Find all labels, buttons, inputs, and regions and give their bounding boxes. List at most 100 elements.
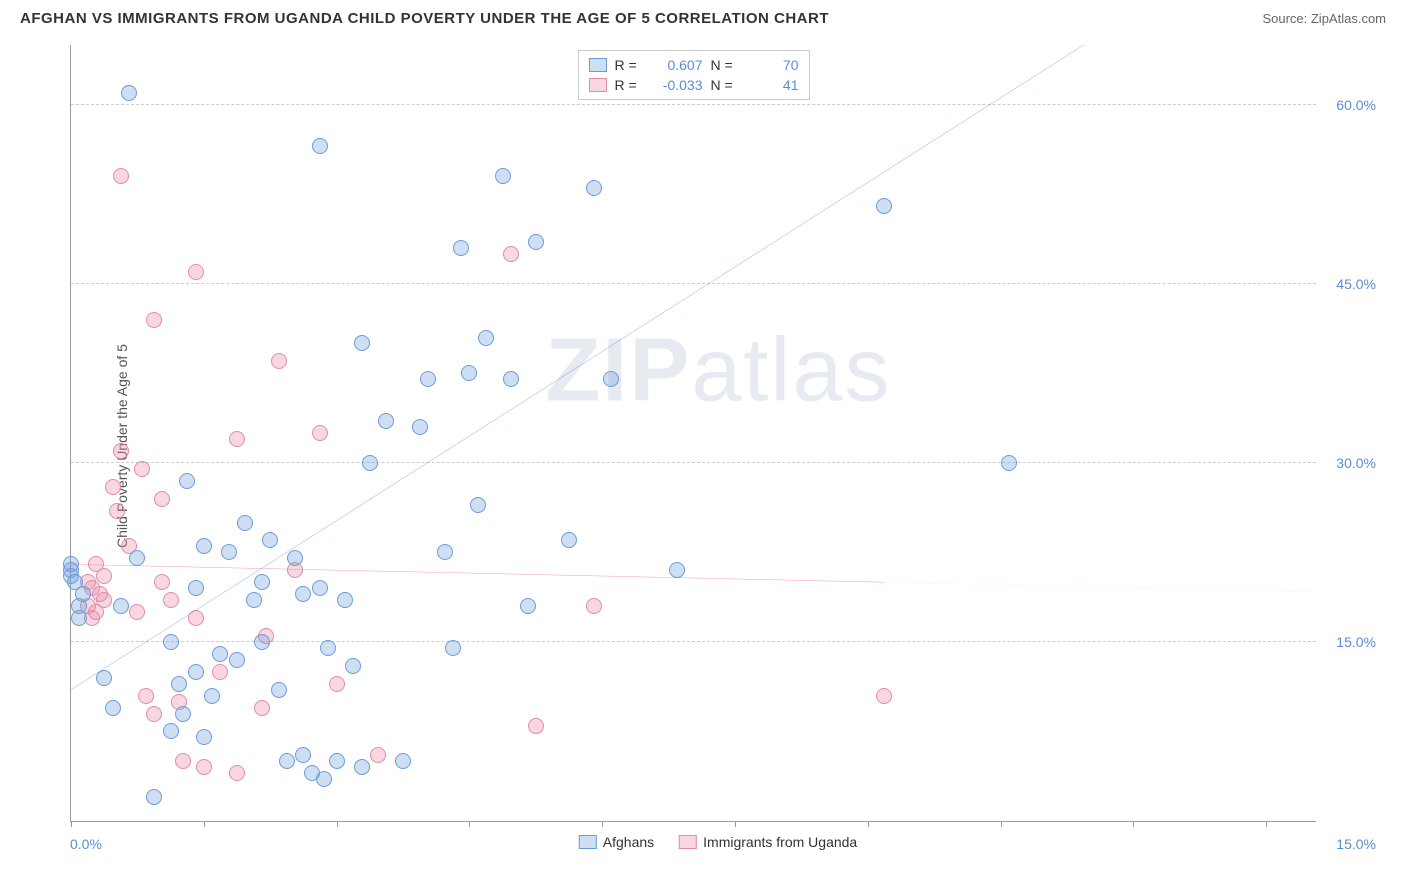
chart-title: AFGHAN VS IMMIGRANTS FROM UGANDA CHILD P…	[20, 10, 829, 27]
n-value-uganda: 41	[747, 77, 799, 93]
data-point-afghans	[171, 676, 187, 692]
gridline	[71, 104, 1316, 105]
data-point-uganda	[188, 610, 204, 626]
r-label: R =	[615, 57, 643, 73]
data-point-afghans	[312, 580, 328, 596]
chart-header: AFGHAN VS IMMIGRANTS FROM UGANDA CHILD P…	[0, 0, 1406, 32]
n-label: N =	[711, 77, 739, 93]
data-point-afghans	[246, 592, 262, 608]
data-point-afghans	[262, 532, 278, 548]
x-tick	[735, 821, 736, 827]
x-tick	[71, 821, 72, 827]
gridline	[71, 283, 1316, 284]
data-point-afghans	[271, 682, 287, 698]
data-point-uganda	[105, 479, 121, 495]
data-point-afghans	[254, 634, 270, 650]
data-point-uganda	[175, 753, 191, 769]
data-point-afghans	[495, 168, 511, 184]
data-point-afghans	[121, 85, 137, 101]
data-point-afghans	[437, 544, 453, 560]
data-point-uganda	[876, 688, 892, 704]
x-tick	[204, 821, 205, 827]
y-tick-label: 15.0%	[1336, 634, 1376, 650]
data-point-uganda	[154, 491, 170, 507]
data-point-afghans	[316, 771, 332, 787]
watermark: ZIPatlas	[545, 319, 891, 422]
data-point-afghans	[528, 234, 544, 250]
data-point-afghans	[196, 729, 212, 745]
data-point-afghans	[669, 562, 685, 578]
data-point-afghans	[320, 640, 336, 656]
data-point-uganda	[312, 425, 328, 441]
data-point-afghans	[561, 532, 577, 548]
x-tick-min: 0.0%	[70, 836, 102, 852]
swatch-afghans	[589, 58, 607, 72]
data-point-afghans	[254, 574, 270, 590]
data-point-uganda	[503, 246, 519, 262]
correlation-legend: R = 0.607 N = 70 R = -0.033 N = 41	[578, 50, 810, 100]
data-point-afghans	[146, 789, 162, 805]
data-point-afghans	[204, 688, 220, 704]
data-point-afghans	[362, 455, 378, 471]
data-point-uganda	[113, 443, 129, 459]
data-point-uganda	[196, 759, 212, 775]
data-point-afghans	[420, 371, 436, 387]
data-point-afghans	[196, 538, 212, 554]
data-point-afghans	[179, 473, 195, 489]
data-point-uganda	[212, 664, 228, 680]
x-tick	[469, 821, 470, 827]
swatch-uganda-icon	[679, 835, 697, 849]
data-point-uganda	[146, 706, 162, 722]
data-point-afghans	[520, 598, 536, 614]
data-point-afghans	[603, 371, 619, 387]
data-point-afghans	[96, 670, 112, 686]
x-tick-max: 15.0%	[1336, 836, 1376, 852]
data-point-uganda	[146, 312, 162, 328]
data-point-afghans	[345, 658, 361, 674]
data-point-afghans	[221, 544, 237, 560]
data-point-afghans	[312, 138, 328, 154]
data-point-afghans	[329, 753, 345, 769]
data-point-afghans	[395, 753, 411, 769]
data-point-uganda	[528, 718, 544, 734]
x-tick	[1001, 821, 1002, 827]
data-point-afghans	[378, 413, 394, 429]
x-tick	[1133, 821, 1134, 827]
data-point-afghans	[279, 753, 295, 769]
r-value-afghans: 0.607	[651, 57, 703, 73]
data-point-afghans	[287, 550, 303, 566]
data-point-uganda	[329, 676, 345, 692]
data-point-afghans	[75, 586, 91, 602]
data-point-afghans	[337, 592, 353, 608]
data-point-afghans	[188, 580, 204, 596]
x-tick	[868, 821, 869, 827]
legend-row-afghans: R = 0.607 N = 70	[589, 55, 799, 75]
legend-item-uganda: Immigrants from Uganda	[679, 834, 857, 850]
data-point-afghans	[212, 646, 228, 662]
r-label: R =	[615, 77, 643, 93]
data-point-afghans	[188, 664, 204, 680]
data-point-afghans	[229, 652, 245, 668]
data-point-afghans	[876, 198, 892, 214]
swatch-uganda	[589, 78, 607, 92]
data-point-uganda	[229, 765, 245, 781]
data-point-afghans	[586, 180, 602, 196]
data-point-afghans	[445, 640, 461, 656]
data-point-uganda	[96, 568, 112, 584]
data-point-afghans	[1001, 455, 1017, 471]
swatch-afghans-icon	[579, 835, 597, 849]
data-point-afghans	[503, 371, 519, 387]
y-tick-label: 45.0%	[1336, 276, 1376, 292]
data-point-afghans	[461, 365, 477, 381]
data-point-uganda	[163, 592, 179, 608]
plot-area: ZIPatlas R = 0.607 N = 70 R = -0.033 N =…	[70, 45, 1316, 822]
n-label: N =	[711, 57, 739, 73]
y-tick-label: 30.0%	[1336, 455, 1376, 471]
data-point-uganda	[254, 700, 270, 716]
data-point-uganda	[370, 747, 386, 763]
legend-item-afghans: Afghans	[579, 834, 654, 850]
data-point-afghans	[129, 550, 145, 566]
series-legend: Afghans Immigrants from Uganda	[579, 834, 857, 850]
legend-row-uganda: R = -0.033 N = 41	[589, 75, 799, 95]
gridline	[71, 462, 1316, 463]
